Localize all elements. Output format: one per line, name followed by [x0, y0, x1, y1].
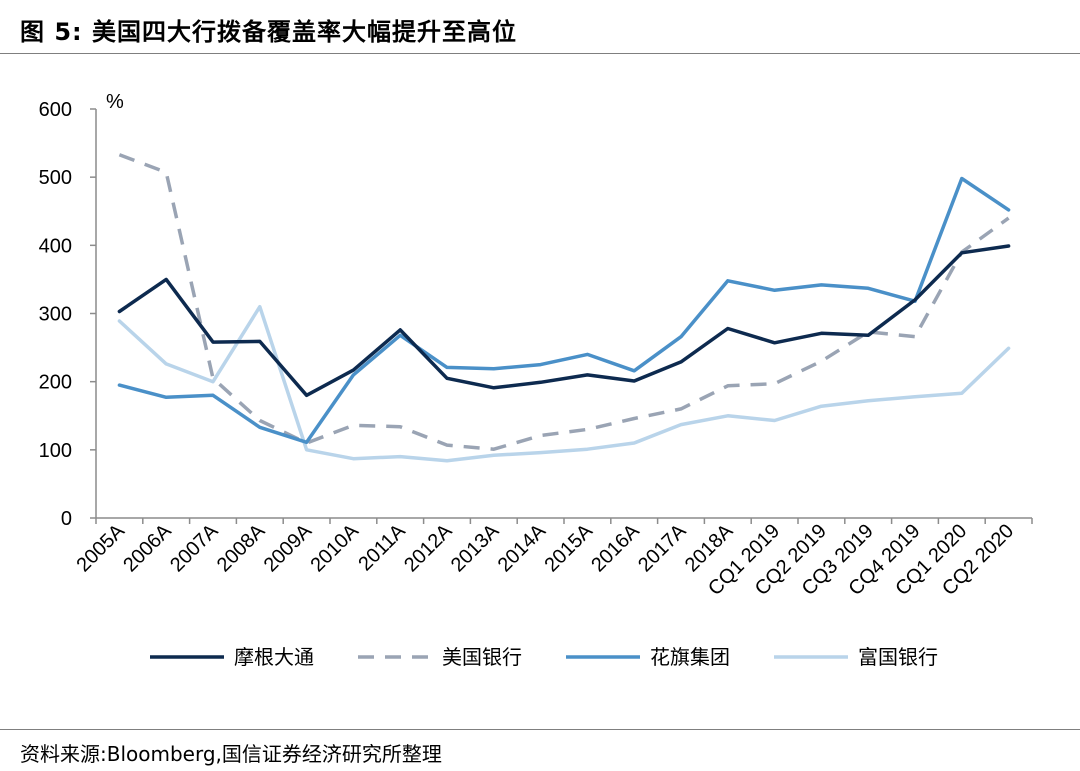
series-line-3: [117, 176, 1011, 445]
x-tick-label: 2015A: [540, 520, 597, 577]
x-tick-label: 2010A: [306, 520, 363, 577]
series-line-2: [118, 153, 1010, 451]
legend-label: 花旗集团: [650, 645, 730, 669]
y-tick-label: 400: [39, 235, 72, 257]
legend-label: 富国银行: [858, 645, 938, 669]
y-tick-label: 200: [39, 372, 72, 394]
x-tick-label: 2008A: [213, 520, 270, 577]
legend-label: 摩根大通: [234, 645, 314, 669]
figure-title: 图 5: 美国四大行拨备覆盖率大幅提升至高位: [20, 18, 518, 46]
x-tick-label: 2016A: [587, 520, 644, 577]
series-layer: [117, 153, 1011, 463]
x-tick-label: 2013A: [447, 520, 504, 577]
series-line-1: [117, 244, 1011, 398]
x-tick-label: 2009A: [260, 520, 317, 577]
y-tick-label: 500: [39, 167, 72, 189]
footer-rule: [0, 729, 1080, 730]
x-tick-label: 2014A: [494, 520, 551, 577]
y-tick-label: 300: [39, 304, 72, 326]
axes: 01002003004005006002005A2006A2007A2008A2…: [39, 99, 1033, 600]
source-note: 资料来源:Bloomberg,国信证券经济研究所整理: [20, 742, 442, 766]
figure-header: 图 5: 美国四大行拨备覆盖率大幅提升至高位: [0, 0, 1080, 54]
x-tick-label: 2006A: [119, 520, 176, 577]
y-tick-label: 600: [39, 99, 72, 121]
y-tick-label: 100: [39, 440, 72, 462]
legend-label: 美国银行: [442, 645, 522, 669]
x-tick-label: 2005A: [72, 520, 129, 577]
x-tick-label: 2012A: [400, 520, 457, 577]
x-tick-label: 2007A: [166, 520, 223, 577]
y-tick-label: 0: [61, 508, 72, 530]
legend: 摩根大通 美国银行 花旗集团 富国银行: [150, 645, 938, 669]
x-tick-label: 2011A: [354, 520, 410, 576]
y-axis-unit-label: %: [106, 91, 124, 113]
series-line-4: [117, 304, 1011, 463]
x-tick-label: 2017A: [634, 520, 691, 577]
